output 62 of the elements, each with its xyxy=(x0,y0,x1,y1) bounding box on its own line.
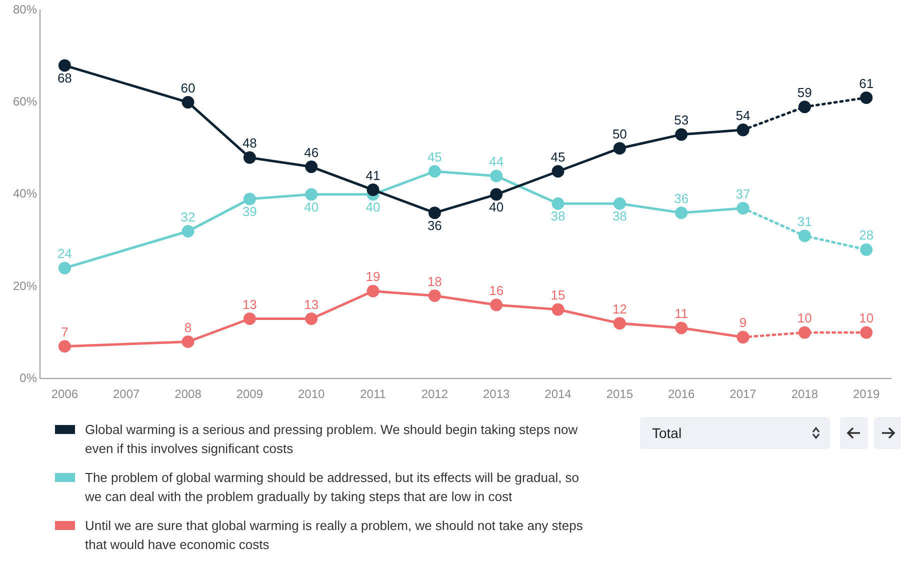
y-tick-label: 80% xyxy=(12,2,38,17)
y-tick-label: 40% xyxy=(12,186,38,201)
data-label: 50 xyxy=(612,126,627,142)
data-label: 12 xyxy=(612,301,627,316)
data-label: 38 xyxy=(612,208,627,224)
data-label: 40 xyxy=(304,199,319,214)
x-tick-label: 2016 xyxy=(668,387,696,402)
select-field: Total xyxy=(640,417,830,449)
data-label: 16 xyxy=(489,283,504,298)
legend-label: The problem of global warming should be addressed, but its effects will be gradual, so we can deal with the problem gradually by taking steps that are low in cost xyxy=(85,469,580,506)
data-label: 8 xyxy=(184,320,192,335)
x-tick-label: 2019 xyxy=(852,387,880,402)
data-label: 36 xyxy=(427,218,442,233)
data-label: 31 xyxy=(797,214,812,229)
x-tick-label: 2006 xyxy=(51,387,78,402)
legend-label: Until we are sure that global warming is really a problem, we should not take any steps that would have economic costs xyxy=(85,517,584,554)
data-label: 41 xyxy=(366,168,380,183)
data-label: 36 xyxy=(674,190,689,206)
data-label: 10 xyxy=(797,310,812,326)
data-label: 9 xyxy=(739,315,747,330)
data-label: 19 xyxy=(366,269,380,284)
data-label: 61 xyxy=(859,76,874,91)
data-label: 15 xyxy=(550,288,566,303)
x-tick-label: 2015 xyxy=(606,387,634,402)
data-label: 7 xyxy=(61,324,68,340)
x-tick-label: 2011 xyxy=(360,387,386,402)
y-tick-label: 0% xyxy=(20,370,38,385)
data-label: 53 xyxy=(674,112,689,128)
x-tick-label: 2014 xyxy=(544,387,572,402)
data-label: 45 xyxy=(550,149,566,164)
data-label: 68 xyxy=(57,70,72,86)
x-tick-label: 2013 xyxy=(482,387,510,402)
data-label: 11 xyxy=(674,306,688,322)
x-tick-label: 2010 xyxy=(298,387,326,402)
data-label: 45 xyxy=(427,149,442,164)
data-label: 44 xyxy=(489,154,504,170)
legend-label: Global warming is a serious and pressing problem. We should begin taking steps now even if this involves significant costs xyxy=(85,421,579,458)
data-label: 48 xyxy=(242,136,257,151)
data-label: 13 xyxy=(242,296,257,312)
data-label: 40 xyxy=(489,199,504,214)
x-tick-label: 2008 xyxy=(174,387,202,402)
data-label: 40 xyxy=(366,199,380,214)
data-label: 32 xyxy=(180,209,196,224)
y-tick-label: 20% xyxy=(12,278,38,293)
data-label: 18 xyxy=(427,274,442,289)
x-tick-label: 2018 xyxy=(791,387,818,402)
data-label: 59 xyxy=(797,84,812,100)
x-tick-label: 2009 xyxy=(236,387,264,402)
data-label: 28 xyxy=(859,228,874,243)
x-tick-label: 2007 xyxy=(113,387,140,402)
data-label: 24 xyxy=(57,246,72,262)
data-label: 60 xyxy=(180,80,196,96)
data-label: 54 xyxy=(736,108,750,124)
x-tick-label: 2017 xyxy=(730,387,757,402)
data-label: 10 xyxy=(859,310,874,326)
data-label: 46 xyxy=(304,144,319,160)
x-tick-label: 2012 xyxy=(421,387,448,402)
data-label: 38 xyxy=(550,208,566,224)
data-label: 39 xyxy=(242,204,257,220)
y-tick-label: 60% xyxy=(12,94,38,109)
data-label: 13 xyxy=(304,296,319,312)
data-label: 37 xyxy=(736,186,750,202)
